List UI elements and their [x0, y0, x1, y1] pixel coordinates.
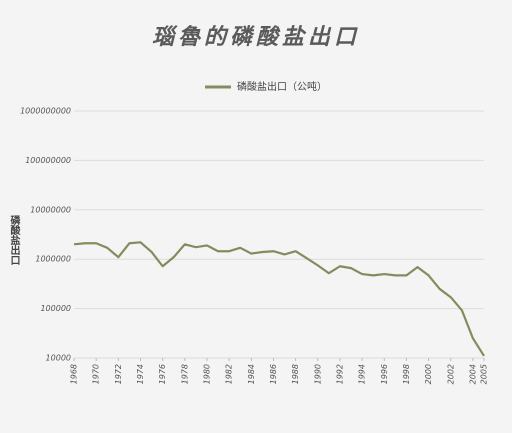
x-tick-label: 1992	[335, 364, 344, 384]
y-tick-label: 100000	[40, 304, 71, 313]
x-tick-label: 1996	[380, 364, 389, 384]
x-tick-label: 1972	[114, 364, 123, 384]
x-tick-label: 1978	[180, 364, 189, 384]
x-tick-label: 1968	[70, 364, 79, 384]
x-tick-label: 2002	[446, 364, 455, 384]
y-tick-label: 10000	[46, 354, 71, 363]
x-tick-label: 1982	[225, 364, 234, 384]
x-tick-label: 1976	[158, 364, 167, 384]
x-tick-label: 1984	[247, 364, 256, 384]
x-tick-label: 2005	[480, 364, 489, 384]
y-tick-label: 1000000	[35, 255, 71, 264]
data-line	[73, 241, 485, 357]
legend-label: 磷酸盐出口（公吨）	[237, 80, 327, 93]
x-tick-label: 1990	[313, 364, 322, 384]
y-tick-label: 10000000	[30, 205, 71, 214]
x-tick-label: 2000	[424, 364, 433, 384]
x-tick-label: 1994	[358, 364, 367, 384]
x-tick-label: 1988	[291, 364, 300, 384]
x-tick-label: 1970	[92, 364, 101, 384]
x-tick-label: 1986	[269, 364, 278, 384]
y-tick-label: 100000000	[25, 156, 71, 165]
chart-title: 瑙魯的磷酸盐出口	[152, 24, 360, 50]
y-tick-label: 1000000000	[20, 107, 71, 116]
y-axis-label: 磷酸盐出口	[8, 214, 20, 265]
x-tick-label: 1980	[202, 364, 211, 384]
x-tick-label: 1974	[136, 364, 145, 384]
x-tick-label: 2004	[468, 364, 477, 384]
x-tick-label: 1998	[402, 364, 411, 384]
